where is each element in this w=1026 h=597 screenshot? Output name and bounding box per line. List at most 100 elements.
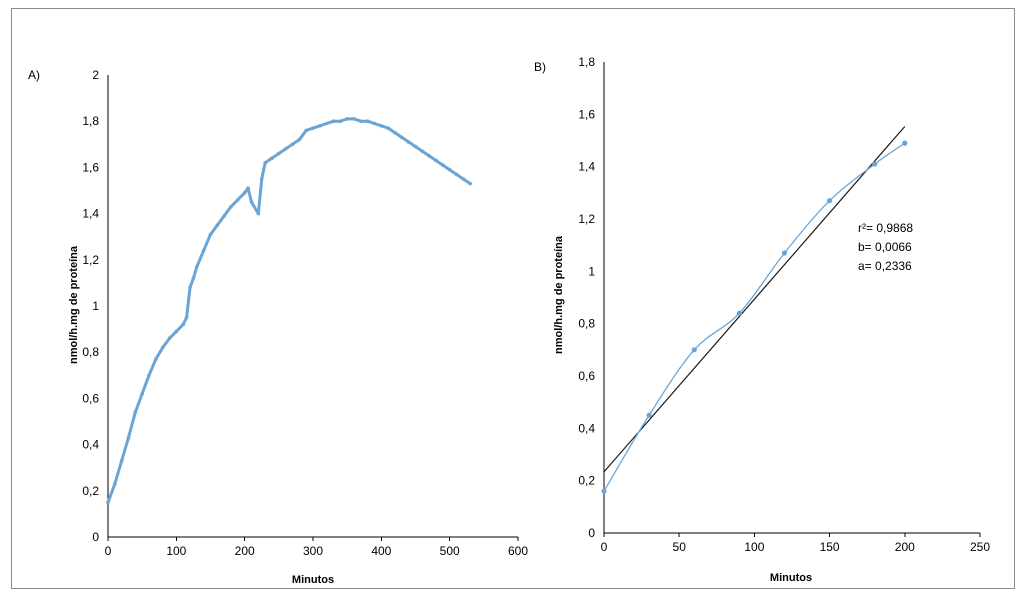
data-point — [420, 149, 425, 154]
data-point — [468, 181, 472, 186]
data-point — [318, 124, 322, 128]
y-tick-label: 1,8 — [82, 114, 99, 128]
data-point — [311, 126, 315, 130]
data-point — [379, 124, 384, 128]
x-tick-label: 150 — [820, 540, 840, 554]
data-point — [781, 250, 788, 256]
y-tick-label: 0,2 — [578, 474, 595, 488]
x-tick-label: 200 — [895, 540, 915, 554]
figure-frame — [11, 8, 1015, 589]
x-tick-label: 100 — [166, 544, 186, 558]
data-point — [256, 211, 261, 216]
y-tick-label: 1,2 — [82, 253, 99, 267]
data-point — [195, 264, 199, 269]
data-point — [140, 391, 144, 396]
y-tick-label: 0,6 — [578, 369, 595, 383]
panel-a-y-ticks: 0 0,2 0,4 0,6 0,8 1 1,2 1,4 1,6 1,8 2 — [82, 68, 99, 544]
y-tick-label: 2 — [92, 68, 99, 82]
data-point — [441, 163, 445, 167]
data-point — [160, 345, 165, 350]
panel-a: A) nmol/h.mg de proteína Minutos 0 0,2 0,4… — [28, 68, 528, 586]
data-point — [242, 191, 247, 195]
data-point — [345, 117, 349, 121]
data-point — [601, 488, 607, 494]
y-tick-label: 1,2 — [578, 212, 595, 226]
x-tick-label: 500 — [440, 544, 460, 558]
data-point — [331, 119, 336, 123]
data-point — [372, 121, 377, 126]
y-tick-label: 0 — [588, 526, 595, 540]
y-tick-label: 0,6 — [82, 391, 99, 405]
series-line — [603, 142, 906, 492]
data-point — [215, 223, 220, 227]
panel-b-x-ticks: 0 50 100 150 200 250 — [601, 533, 990, 554]
data-point — [167, 336, 172, 341]
data-point — [352, 117, 356, 121]
data-point — [249, 200, 254, 204]
data-point — [434, 158, 438, 163]
data-point — [208, 232, 213, 237]
regression-line — [603, 126, 906, 473]
y-tick-label: 0,4 — [82, 438, 99, 452]
panel-b-series — [601, 140, 908, 494]
x-tick-label: 600 — [508, 544, 528, 558]
data-point — [270, 156, 274, 160]
panel-b-label: B) — [534, 60, 546, 74]
data-point — [181, 322, 185, 327]
panel-b-y-axis-title: nmol/h.mg de proteína — [553, 235, 565, 354]
data-point — [259, 177, 264, 181]
data-point — [283, 147, 288, 151]
panel-a-series — [106, 117, 472, 505]
data-point — [126, 435, 131, 440]
y-tick-label: 0,8 — [578, 317, 595, 331]
data-point — [133, 410, 138, 415]
y-tick-label: 1 — [588, 264, 595, 278]
data-point — [902, 140, 908, 146]
x-tick-label: 200 — [235, 544, 255, 558]
data-point — [236, 197, 240, 202]
y-tick-label: 1 — [92, 299, 99, 313]
y-tick-label: 1,6 — [82, 160, 99, 174]
data-point — [359, 119, 363, 123]
data-point — [393, 130, 397, 135]
data-point — [297, 137, 302, 142]
data-point — [406, 140, 411, 144]
panel-a-y-axis-title: nmol/h.mg de proteína — [68, 245, 80, 364]
data-point — [646, 412, 652, 418]
x-tick-label: 300 — [303, 544, 323, 558]
data-point — [386, 126, 390, 130]
data-point — [324, 121, 329, 126]
panel-a-x-ticks: 0 100 200 300 400 500 600 — [105, 537, 528, 558]
y-tick-label: 0 — [92, 530, 99, 544]
data-point — [365, 119, 370, 123]
data-point — [827, 198, 833, 204]
series-line — [106, 117, 472, 504]
panel-b-x-axis-title: Minutos — [770, 572, 812, 584]
x-tick-label: 100 — [744, 540, 764, 554]
data-point — [106, 500, 110, 505]
data-point — [191, 276, 196, 281]
data-point — [338, 119, 343, 123]
panel-b: B) nmol/h.mg de proteína Minutos 0 0,2 0,4… — [534, 55, 990, 584]
x-tick-label: 400 — [371, 544, 391, 558]
x-tick-label: 250 — [970, 540, 990, 554]
data-point — [119, 458, 124, 463]
data-point — [188, 285, 192, 290]
panel-a-label: A) — [28, 68, 40, 82]
data-point — [691, 347, 697, 353]
panel-a-x-axis-title: Minutos — [292, 574, 334, 586]
intercept-label: a= 0,2336 — [858, 259, 912, 273]
data-point — [246, 186, 250, 190]
y-tick-label: 1,4 — [578, 160, 595, 174]
data-point — [113, 482, 117, 486]
panel-b-y-ticks: 0 0,2 0,4 0,6 0,8 1 1,2 1,4 1,6 1,8 — [578, 55, 595, 540]
data-point — [304, 128, 308, 133]
data-point — [222, 214, 226, 218]
y-tick-label: 0,2 — [82, 484, 99, 498]
data-point — [290, 142, 295, 147]
data-point — [154, 357, 158, 361]
data-point — [201, 248, 206, 253]
data-point — [454, 172, 459, 177]
data-point — [263, 160, 267, 165]
